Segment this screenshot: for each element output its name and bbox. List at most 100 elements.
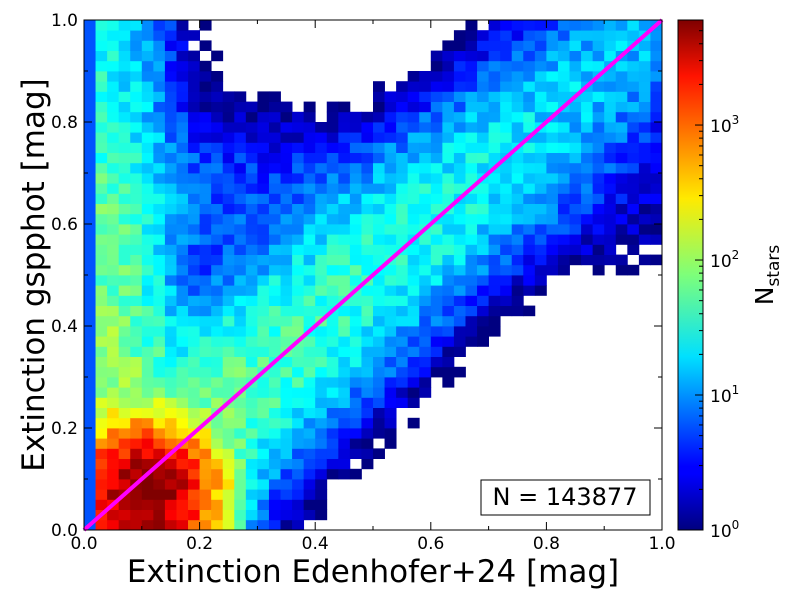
- heatmap-cell: [164, 275, 177, 286]
- heatmap-cell: [349, 152, 362, 164]
- heatmap-cell: [477, 244, 489, 255]
- y-tick-label: 0.4: [51, 317, 78, 337]
- heatmap-cell: [326, 111, 339, 123]
- heatmap-cell: [222, 356, 235, 368]
- heatmap-cell: [176, 509, 189, 521]
- x-axis-label: Extinction Edenhofer+24 [mag]: [127, 554, 619, 590]
- heatmap-cell: [615, 91, 628, 102]
- heatmap-cell: [95, 60, 108, 72]
- heatmap-cell: [95, 91, 108, 102]
- heatmap-cell: [638, 162, 651, 174]
- heatmap-cell: [268, 224, 281, 235]
- heatmap-cell: [303, 499, 316, 510]
- heatmap-cell: [257, 244, 270, 255]
- count-annotation-text: N = 143877: [493, 483, 638, 511]
- heatmap-cell: [245, 254, 258, 266]
- heatmap-cell: [303, 295, 316, 306]
- heatmap-cell: [477, 285, 489, 296]
- heatmap-cell: [107, 264, 120, 276]
- heatmap-cell: [430, 356, 443, 368]
- heatmap-cell: [95, 132, 108, 143]
- heatmap-cell: [592, 193, 605, 204]
- heatmap-cell: [245, 346, 258, 357]
- heatmap-cell: [384, 142, 397, 153]
- heatmap-cell: [303, 275, 316, 286]
- heatmap-cell: [280, 458, 293, 470]
- heatmap-cell: [245, 234, 258, 245]
- heatmap-cell: [315, 407, 328, 419]
- heatmap-cell: [176, 254, 189, 266]
- heatmap-cell: [292, 326, 305, 337]
- heatmap-cell: [592, 264, 605, 276]
- heatmap-cell: [245, 132, 258, 143]
- heatmap-cell: [477, 305, 489, 317]
- heatmap-cell: [141, 407, 154, 419]
- heatmap-cell: [315, 428, 328, 439]
- heatmap-cell: [315, 264, 328, 276]
- heatmap-cell: [153, 346, 166, 357]
- heatmap-cell: [280, 203, 293, 215]
- heatmap-cell: [500, 285, 513, 296]
- heatmap-cell: [130, 326, 143, 337]
- heatmap-cell: [407, 336, 420, 347]
- y-axis-label: Extinction gspphot [mag]: [16, 78, 52, 472]
- heatmap-cell: [627, 50, 640, 62]
- heatmap-cell: [164, 20, 177, 31]
- heatmap-cell: [84, 254, 96, 266]
- heatmap-cell: [546, 193, 559, 204]
- heatmap-cell: [511, 305, 524, 317]
- heatmap-cell: [303, 438, 316, 449]
- heatmap-cell: [84, 203, 96, 215]
- heatmap-cell: [199, 142, 212, 153]
- heatmap-cell: [211, 458, 224, 470]
- heatmap-cell: [407, 254, 420, 266]
- heatmap-cell: [338, 203, 351, 215]
- heatmap-cell: [604, 50, 617, 62]
- heatmap-cell: [627, 234, 640, 245]
- heatmap-cell: [315, 305, 328, 317]
- heatmap-cell: [234, 244, 247, 255]
- heatmap-cell: [280, 499, 293, 510]
- heatmap-cell: [84, 224, 96, 235]
- heatmap-cell: [604, 81, 617, 92]
- heatmap-cell: [118, 142, 131, 153]
- heatmap-cell: [188, 519, 200, 531]
- heatmap-cell: [153, 397, 166, 408]
- heatmap-cell: [199, 244, 212, 255]
- heatmap-cell: [222, 234, 235, 245]
- heatmap-cell: [407, 203, 420, 215]
- heatmap-cell: [430, 71, 443, 82]
- heatmap-cell: [581, 244, 594, 255]
- heatmap-cell: [361, 122, 374, 133]
- heatmap-cell: [638, 71, 651, 82]
- heatmap-cell: [500, 81, 513, 92]
- heatmap-cell: [627, 162, 640, 174]
- heatmap-cell: [465, 40, 478, 51]
- heatmap-cell: [430, 81, 443, 92]
- heatmap-cell: [430, 234, 443, 245]
- heatmap-cell: [638, 193, 651, 204]
- heatmap-cell: [627, 213, 640, 225]
- heatmap-cell: [477, 234, 489, 245]
- heatmap-cell: [153, 203, 166, 215]
- heatmap-cell: [465, 336, 478, 347]
- y-tick-label: 0.8: [51, 113, 78, 133]
- heatmap-cell: [326, 346, 339, 357]
- heatmap-cell: [430, 275, 443, 286]
- heatmap-cell: [465, 315, 478, 327]
- heatmap-cell: [153, 448, 166, 459]
- heatmap-cell: [581, 254, 594, 266]
- heatmap-cell: [107, 81, 120, 92]
- heatmap-cell: [396, 81, 409, 92]
- heatmap-cell: [303, 173, 316, 184]
- heatmap-cell: [407, 346, 420, 357]
- heatmap-cell: [84, 71, 96, 82]
- heatmap-cell: [303, 152, 316, 164]
- heatmap-cell: [442, 71, 455, 82]
- heatmap-cell: [95, 407, 108, 419]
- heatmap-cell: [130, 60, 143, 72]
- heatmap-cell: [84, 468, 96, 480]
- heatmap-cell: [211, 244, 224, 255]
- heatmap-cell: [407, 295, 420, 306]
- heatmap-cell: [107, 489, 120, 500]
